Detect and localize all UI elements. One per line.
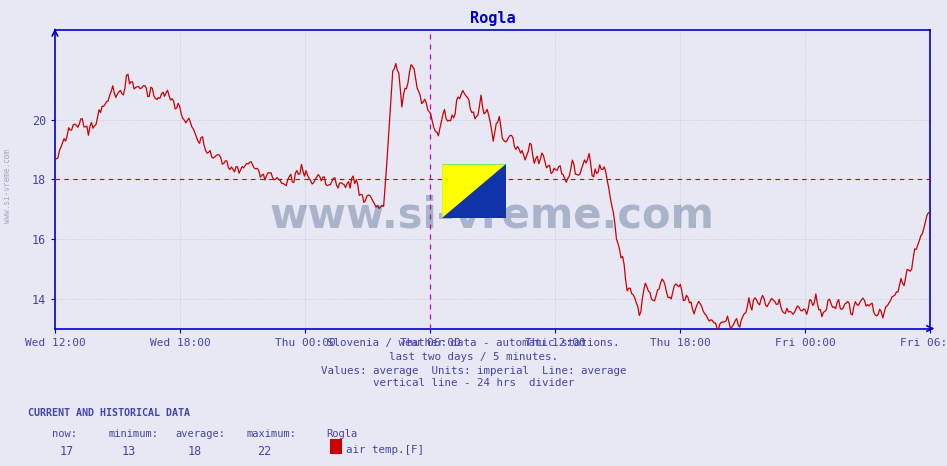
- Polygon shape: [442, 164, 506, 218]
- Text: vertical line - 24 hrs  divider: vertical line - 24 hrs divider: [373, 378, 574, 388]
- Text: average:: average:: [175, 429, 225, 439]
- Text: last two days / 5 minutes.: last two days / 5 minutes.: [389, 352, 558, 362]
- Text: Values: average  Units: imperial  Line: average: Values: average Units: imperial Line: av…: [321, 366, 626, 376]
- FancyBboxPatch shape: [442, 164, 506, 218]
- Text: air temp.[F]: air temp.[F]: [346, 445, 423, 455]
- Text: now:: now:: [52, 429, 77, 439]
- Text: www.si-vreme.com: www.si-vreme.com: [3, 150, 12, 223]
- Text: Slovenia / weather data - automatic stations.: Slovenia / weather data - automatic stat…: [328, 338, 619, 348]
- Text: minimum:: minimum:: [109, 429, 159, 439]
- Text: 17: 17: [60, 445, 74, 458]
- Text: www.si-vreme.com: www.si-vreme.com: [270, 194, 715, 236]
- Text: 18: 18: [188, 445, 202, 458]
- Text: 22: 22: [258, 445, 272, 458]
- Title: Rogla: Rogla: [470, 11, 515, 27]
- Text: Rogla: Rogla: [327, 429, 358, 439]
- Text: CURRENT AND HISTORICAL DATA: CURRENT AND HISTORICAL DATA: [28, 408, 190, 418]
- Text: 13: 13: [121, 445, 135, 458]
- Text: maximum:: maximum:: [246, 429, 296, 439]
- Polygon shape: [442, 164, 506, 218]
